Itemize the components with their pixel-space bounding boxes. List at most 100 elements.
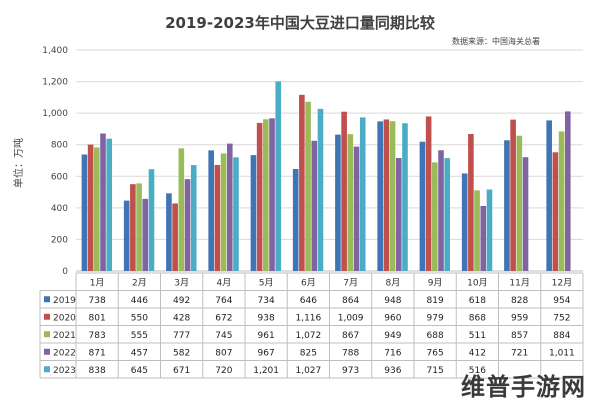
- y-tick-label: 0: [62, 267, 68, 277]
- data-label-2022-9: 412: [469, 348, 486, 358]
- data-label-2021-0: 783: [89, 331, 106, 341]
- legend-key-2020: [44, 313, 50, 320]
- bar-2021-1: [136, 183, 142, 271]
- bar-2022-9: [480, 205, 487, 271]
- bar-2021-0: [94, 147, 100, 271]
- data-label-2020-1: 550: [131, 313, 148, 323]
- data-label-2021-11: 884: [553, 331, 570, 341]
- bar-2020-10: [510, 119, 516, 272]
- y-tick-label: 1,400: [42, 46, 68, 56]
- bar-2022-1: [142, 198, 149, 271]
- data-label-2022-4: 967: [258, 348, 275, 358]
- data-label-2020-2: 428: [173, 313, 190, 323]
- data-label-2019-1: 446: [131, 296, 148, 306]
- data-source: 数据来源：中国海关总署: [452, 36, 540, 46]
- bar-2022-0: [100, 133, 106, 271]
- legend-label-2022: 2022: [53, 348, 76, 358]
- data-label-2023-0: 838: [89, 366, 106, 376]
- x-tick-label: 11月: [509, 277, 529, 288]
- bar-2022-3: [226, 143, 233, 271]
- data-label-2021-3: 745: [215, 331, 232, 341]
- legend-key-2019: [44, 296, 50, 303]
- bar-2020-6: [341, 111, 347, 272]
- data-label-2020-7: 960: [384, 313, 401, 323]
- x-tick-label: 12月: [552, 277, 572, 288]
- data-label-2022-2: 582: [173, 348, 190, 358]
- data-label-2021-2: 777: [173, 331, 190, 341]
- x-tick-label: 7月: [343, 277, 358, 288]
- data-label-2022-10: 721: [511, 348, 528, 358]
- bar-2021-7: [389, 121, 396, 271]
- bar-2023-5: [317, 108, 324, 272]
- data-label-2022-6: 788: [342, 348, 359, 358]
- data-label-2019-4: 734: [258, 296, 275, 306]
- data-label-2023-1: 645: [131, 366, 148, 376]
- bar-2022-7: [395, 157, 402, 271]
- data-label-2019-5: 646: [300, 296, 317, 306]
- data-label-2020-4: 938: [258, 313, 275, 323]
- legend-key-2022: [44, 348, 50, 355]
- x-tick-label: 3月: [174, 277, 189, 288]
- legend-key-2021: [44, 331, 50, 338]
- bar-2019-10: [504, 140, 510, 271]
- y-tick-label: 1,200: [42, 78, 68, 88]
- data-label-2019-10: 828: [511, 296, 528, 306]
- x-tick-label: 1月: [90, 277, 105, 288]
- bar-2019-9: [461, 173, 468, 271]
- legend-key-2023: [44, 366, 50, 373]
- data-label-2020-3: 672: [215, 313, 232, 323]
- data-label-2020-8: 979: [427, 313, 444, 323]
- data-label-2019-9: 618: [469, 296, 486, 306]
- bar-2022-8: [438, 150, 444, 271]
- data-label-2019-6: 864: [342, 296, 359, 306]
- data-label-2020-11: 752: [553, 313, 570, 323]
- data-label-2022-0: 871: [89, 348, 106, 358]
- data-label-2019-11: 954: [553, 296, 570, 306]
- bar-2019-2: [166, 193, 172, 271]
- data-label-2022-5: 825: [300, 348, 317, 358]
- data-label-2021-1: 555: [131, 331, 148, 341]
- bar-2019-8: [419, 141, 426, 271]
- bar-2022-11: [564, 111, 571, 271]
- y-tick-label: 1,000: [42, 109, 68, 119]
- x-tick-label: 4月: [217, 277, 232, 288]
- legend-label-2023: 2023: [53, 366, 76, 376]
- bar-2021-11: [558, 131, 565, 271]
- bar-2022-6: [353, 146, 360, 271]
- data-label-2019-7: 948: [384, 296, 401, 306]
- bar-2021-6: [347, 134, 354, 271]
- data-label-2021-10: 857: [511, 331, 528, 341]
- data-label-2022-8: 765: [427, 348, 444, 358]
- bar-2020-7: [383, 119, 390, 271]
- data-label-2023-4: 1,201: [253, 366, 279, 376]
- x-tick-label: 8月: [386, 277, 401, 288]
- data-label-2020-0: 801: [89, 313, 106, 323]
- legend-label-2021: 2021: [53, 331, 76, 341]
- y-axis-label: 单位：万吨: [12, 138, 25, 188]
- data-label-2019-0: 738: [89, 296, 106, 306]
- bar-2023-9: [486, 189, 493, 271]
- data-label-2021-7: 949: [384, 331, 401, 341]
- data-label-2021-9: 511: [469, 331, 486, 341]
- bar-2023-1: [148, 169, 155, 271]
- bar-2021-2: [178, 148, 185, 271]
- bar-2022-2: [184, 179, 191, 271]
- data-label-2020-5: 1,116: [295, 313, 321, 323]
- data-label-2022-3: 807: [215, 348, 232, 358]
- y-tick-label: 800: [51, 141, 68, 151]
- bar-2020-8: [425, 116, 432, 271]
- data-label-2020-10: 959: [511, 313, 528, 323]
- bar-2021-9: [474, 190, 480, 271]
- data-label-2021-8: 688: [427, 331, 444, 341]
- watermark-logo: 维普手游网: [461, 373, 586, 401]
- bar-2022-4: [269, 118, 275, 271]
- data-label-2021-5: 1,072: [295, 331, 321, 341]
- bar-2020-3: [214, 164, 221, 271]
- data-label-2019-3: 764: [215, 296, 232, 306]
- data-label-2023-6: 973: [342, 366, 359, 376]
- data-label-2019-2: 492: [173, 296, 190, 306]
- data-label-2023-7: 936: [384, 366, 401, 376]
- bar-2019-7: [377, 121, 383, 271]
- bar-2021-8: [432, 162, 438, 271]
- bar-2020-1: [130, 184, 136, 271]
